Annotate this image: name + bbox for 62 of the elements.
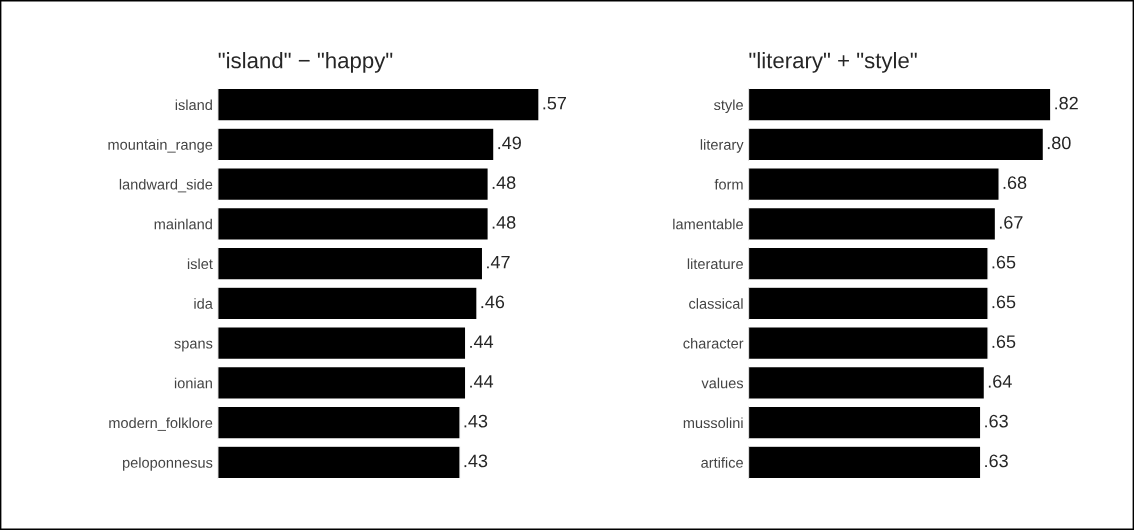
data-label: .48 bbox=[492, 176, 516, 190]
y-tick-label: spans bbox=[174, 340, 213, 352]
bar bbox=[748, 405, 982, 440]
data-label: .65 bbox=[992, 335, 1016, 349]
bar bbox=[748, 445, 982, 480]
y-tick-label: values bbox=[701, 377, 744, 389]
bar bbox=[748, 326, 989, 361]
data-label: .67 bbox=[999, 215, 1023, 229]
y-tick-label: form bbox=[714, 178, 743, 190]
bar bbox=[748, 286, 989, 321]
y-tick-label: modern_folklore bbox=[109, 417, 213, 431]
y-tick-label: ionian bbox=[174, 377, 212, 389]
data-label: .63 bbox=[985, 454, 1008, 468]
bar bbox=[748, 365, 986, 400]
bar bbox=[748, 206, 997, 241]
bar bbox=[748, 87, 1052, 122]
data-label: .44 bbox=[470, 375, 494, 388]
y-tick-label: artifice bbox=[701, 457, 743, 468]
bar bbox=[217, 365, 467, 400]
bar bbox=[748, 127, 1045, 162]
data-label: .80 bbox=[1047, 136, 1071, 150]
bar bbox=[217, 445, 461, 480]
y-tick-label: literature bbox=[687, 258, 743, 270]
y-tick-label: island bbox=[175, 99, 212, 111]
data-label: .64 bbox=[988, 374, 1012, 388]
data-label: .43 bbox=[464, 454, 488, 468]
chart-title: "literary" + "style" bbox=[749, 52, 917, 73]
y-tick-label: ida bbox=[194, 298, 213, 309]
y-tick-label: literary bbox=[700, 139, 744, 153]
bar bbox=[748, 167, 1000, 202]
bar bbox=[217, 286, 478, 321]
bar bbox=[217, 167, 489, 202]
data-label: .63 bbox=[985, 414, 1008, 428]
data-label: .47 bbox=[487, 255, 510, 269]
bar bbox=[217, 127, 495, 162]
bar bbox=[217, 405, 461, 440]
y-tick-label: mussolini bbox=[683, 417, 743, 429]
data-label: .43 bbox=[464, 414, 488, 428]
data-label: .44 bbox=[470, 335, 494, 348]
y-tick-label: style bbox=[714, 99, 743, 113]
y-tick-label: mainland bbox=[154, 218, 212, 230]
y-tick-label: character bbox=[683, 337, 744, 349]
y-tick-label: peloponnesus bbox=[123, 457, 213, 471]
y-tick-label: classical bbox=[689, 298, 743, 309]
data-label: .49 bbox=[498, 136, 521, 150]
data-label: .68 bbox=[1003, 176, 1027, 190]
y-tick-label: lamentable bbox=[673, 218, 743, 230]
chart-title: "island" − "happy" bbox=[218, 52, 393, 73]
y-tick-label: mountain_range bbox=[108, 139, 213, 153]
bar bbox=[748, 246, 989, 281]
data-label: .65 bbox=[992, 295, 1016, 309]
bar bbox=[217, 206, 489, 241]
data-label: .46 bbox=[481, 295, 505, 309]
data-label: .48 bbox=[492, 215, 516, 229]
bar bbox=[217, 246, 484, 281]
data-label: .65 bbox=[992, 255, 1016, 269]
data-label: .57 bbox=[543, 96, 566, 110]
bar bbox=[217, 326, 467, 361]
y-tick-label: islet bbox=[187, 258, 213, 270]
bar bbox=[217, 87, 540, 122]
y-tick-label: landward_side bbox=[119, 178, 213, 193]
data-label: .82 bbox=[1055, 96, 1078, 110]
